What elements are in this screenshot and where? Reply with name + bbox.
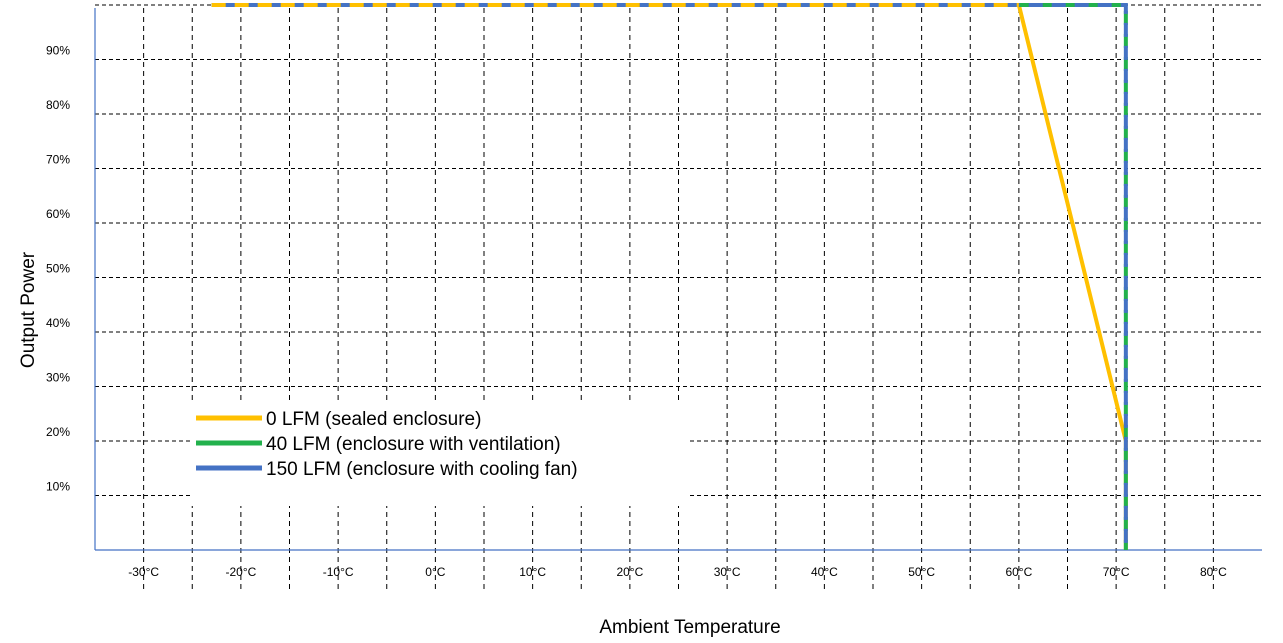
x-tick-label: -20°C (225, 565, 256, 579)
legend-label: 40 LFM (enclosure with ventilation) (266, 434, 561, 455)
y-tick-label: 10% (46, 480, 70, 494)
y-tick-label: 30% (46, 371, 70, 385)
y-tick-label: 40% (46, 316, 70, 330)
y-axis-title: Output Power (18, 251, 39, 368)
x-axis-title: Ambient Temperature (599, 617, 780, 638)
x-tick-label: -30°C (128, 565, 159, 579)
y-tick-label: 80% (46, 98, 70, 112)
series-lines (211, 3, 1128, 550)
y-tick-label: 20% (46, 425, 70, 439)
legend: 0 LFM (sealed enclosure) 40 LFM (enclosur… (190, 402, 690, 506)
x-tick-label: 40°C (811, 565, 838, 579)
x-tick-label: 70°C (1103, 565, 1130, 579)
x-tick-label: 30°C (714, 565, 741, 579)
y-tick-labels: 10% 20% 30% 40% 50% 60% 70% 80% 90% 100% (46, 0, 77, 494)
x-tick-label: 0°C (425, 565, 445, 579)
x-tick-label: 80°C (1200, 565, 1227, 579)
axes (94, 8, 1262, 551)
y-tick-label: 100% (46, 0, 77, 3)
y-tick-label: 60% (46, 207, 70, 221)
y-tick-label: 90% (46, 44, 70, 58)
x-tick-label: -10°C (323, 565, 354, 579)
series-line (211, 3, 1128, 550)
x-tick-labels: -30°C -20°C -10°C 0°C 10°C 20°C 30°C 40°C 50°C 60… (128, 565, 1227, 579)
legend-label: 150 LFM (enclosure with cooling fan) (266, 459, 578, 480)
y-tick-label: 70% (46, 153, 70, 167)
x-tick-label: 60°C (1005, 565, 1032, 579)
legend-label: 0 LFM (sealed enclosure) (266, 409, 481, 430)
legend-box (190, 402, 690, 506)
x-tick-label: 50°C (908, 565, 935, 579)
y-tick-label: 50% (46, 262, 70, 276)
x-tick-label: 20°C (616, 565, 643, 579)
x-tick-label: 10°C (519, 565, 546, 579)
